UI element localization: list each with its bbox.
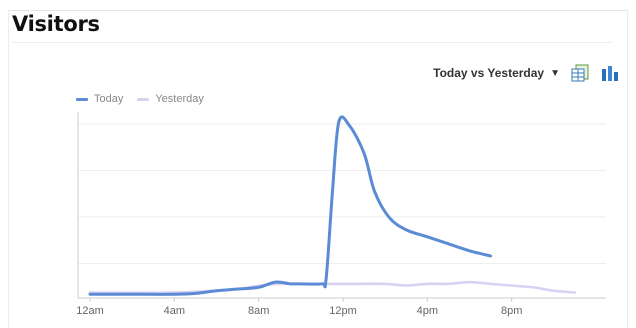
series-line-today[interactable] [88,115,493,296]
title-divider [12,42,612,43]
legend-item-yesterday[interactable]: Yesterday [137,93,204,105]
x-tick-label: 8am [248,305,269,317]
chart-legend: Today Yesterday [76,93,204,105]
widget-title: Visitors [12,12,100,36]
x-tick-label: 4pm [417,305,438,317]
x-tick-label: 4am [164,305,185,317]
x-tick-label: 12am [76,305,104,317]
bar-chart-icon[interactable] [600,63,620,83]
x-tick-label: 12pm [329,305,357,317]
spreadsheet-export-icon[interactable] [570,63,590,83]
legend-label-yesterday: Yesterday [155,93,204,105]
chart-gridlines [77,112,606,299]
chart-toolbar: Today vs Yesterday ▼ [433,62,620,84]
legend-item-today[interactable]: Today [76,93,123,105]
dropdown-caret-icon: ▼ [550,67,560,79]
comparison-dropdown[interactable]: Today vs Yesterday ▼ [433,66,560,80]
legend-swatch-yesterday [137,97,150,101]
legend-swatch-today [76,97,88,101]
chart-series [88,115,577,296]
series-line-yesterday[interactable] [88,280,577,295]
legend-label-today: Today [94,93,124,105]
x-axis-ticks: 12am 4am 8am 12pm 4pm 8pm [76,298,522,317]
x-tick-label: 8pm [501,305,522,317]
comparison-label: Today vs Yesterday [433,66,545,80]
visitors-widget [8,10,628,328]
